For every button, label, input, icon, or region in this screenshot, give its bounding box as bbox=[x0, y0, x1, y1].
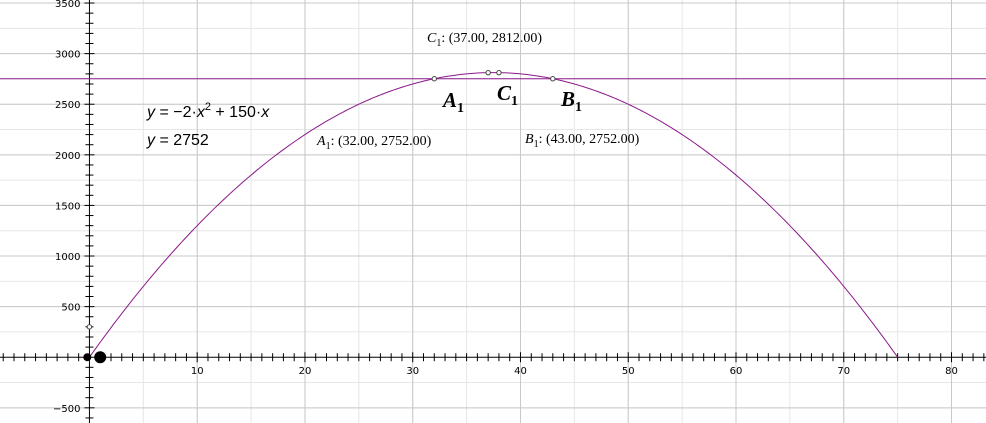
point-label-c: C1 bbox=[497, 81, 518, 109]
root-point bbox=[94, 351, 107, 364]
point-b bbox=[550, 76, 556, 82]
point-label-a: A1 bbox=[441, 88, 464, 116]
open-point bbox=[86, 324, 93, 330]
curves bbox=[0, 72, 986, 358]
open-point bbox=[496, 69, 502, 76]
equation-2: y = 2752 bbox=[146, 132, 209, 149]
y-tick-label: 3500 bbox=[55, 0, 80, 10]
y-tick-label: 2500 bbox=[55, 100, 80, 111]
y-tick-label: 1500 bbox=[55, 201, 80, 212]
x-tick-label: 10 bbox=[191, 366, 204, 377]
x-tick-label: 30 bbox=[406, 366, 419, 377]
coord-label-c: C1: (37.00, 2812.00) bbox=[427, 31, 542, 49]
x-tick-label: 60 bbox=[730, 366, 743, 377]
y-tick-label: 2000 bbox=[55, 151, 80, 162]
points bbox=[83, 69, 556, 364]
y-tick-label: 500 bbox=[61, 303, 80, 314]
x-tick-label: 40 bbox=[514, 366, 527, 377]
coord-label-a: A1: (32.00, 2752.00) bbox=[316, 134, 432, 152]
x-tick-label: 80 bbox=[945, 366, 958, 377]
origin-point bbox=[83, 353, 92, 362]
x-tick-label: 20 bbox=[299, 366, 312, 377]
x-tick-label: 70 bbox=[837, 366, 850, 377]
x-tick-label: 50 bbox=[622, 366, 635, 377]
labels: y = −2·x2 + 150·x y = 2752 A1 A1: (32.00, 2… bbox=[146, 31, 640, 152]
point-label-b: B1 bbox=[560, 87, 582, 115]
y-tick-label: 1000 bbox=[55, 252, 80, 263]
point-a bbox=[431, 76, 437, 82]
equation-1: y = −2·x2 + 150·x bbox=[146, 101, 270, 121]
y-tick-label: −500 bbox=[53, 404, 80, 415]
parabola-curve bbox=[89, 72, 899, 358]
coord-label-b: B1: (43.00, 2752.00) bbox=[525, 132, 640, 150]
point-c bbox=[485, 69, 491, 76]
y-tick-label: 3000 bbox=[55, 50, 80, 61]
